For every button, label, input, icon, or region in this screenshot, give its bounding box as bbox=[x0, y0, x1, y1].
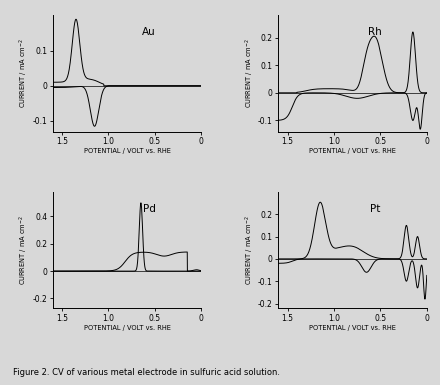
Y-axis label: CURRENT / mA cm$^{-2}$: CURRENT / mA cm$^{-2}$ bbox=[18, 38, 30, 109]
Y-axis label: CURRENT / mA cm$^{-2}$: CURRENT / mA cm$^{-2}$ bbox=[244, 215, 256, 285]
X-axis label: POTENTIAL / VOLT vs. RHE: POTENTIAL / VOLT vs. RHE bbox=[309, 148, 396, 154]
Text: Pt: Pt bbox=[370, 204, 380, 214]
Text: Figure 2. CV of various metal electrode in sulfuric acid solution.: Figure 2. CV of various metal electrode … bbox=[13, 368, 280, 377]
X-axis label: POTENTIAL / VOLT vs. RHE: POTENTIAL / VOLT vs. RHE bbox=[84, 148, 170, 154]
X-axis label: POTENTIAL / VOLT vs. RHE: POTENTIAL / VOLT vs. RHE bbox=[84, 325, 170, 331]
Text: Au: Au bbox=[143, 27, 156, 37]
X-axis label: POTENTIAL / VOLT vs. RHE: POTENTIAL / VOLT vs. RHE bbox=[309, 325, 396, 331]
Text: Pd: Pd bbox=[143, 204, 156, 214]
Y-axis label: CURRENT / mA cm$^{-2}$: CURRENT / mA cm$^{-2}$ bbox=[18, 215, 30, 285]
Y-axis label: CURRENT / mA cm$^{-2}$: CURRENT / mA cm$^{-2}$ bbox=[244, 38, 256, 109]
Text: Rh: Rh bbox=[368, 27, 382, 37]
